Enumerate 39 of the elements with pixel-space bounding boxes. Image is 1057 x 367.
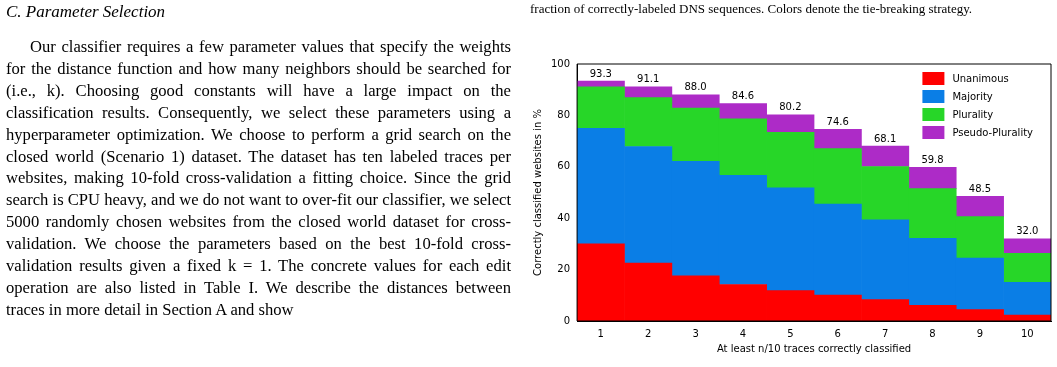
total-label: 59.8 [921,153,944,165]
bar [955,196,1004,217]
total-label: 91.1 [637,73,660,85]
y-tick-label: 0 [563,314,571,326]
total-label: 32.0 [1016,225,1039,237]
x-tick-label: 9 [976,327,984,339]
text: fraction of correctly-labeled DNS sequences. Colors denote the tie-breaking strategy. [530,0,974,17]
legend-label: Pseudo-Plurality [952,126,1034,138]
bar [577,80,625,88]
x-tick-label: 7 [881,327,889,339]
y-tick-label: 60 [557,160,571,172]
total-label: 88.0 [684,81,707,93]
total-label: 93.3 [589,67,612,79]
x-tick-label: 6 [834,327,841,339]
text: Our classifier requires a few parameter values that specify the weights for the distance function and how many neighbors should be searched for (i.e., k). Choosing good constants will have a large impact on the classification results. Consequently, we select these parameters using a hyperparameter optimization. We choose to perform a grid search on the closed world (Scenario 1) dataset. The dataset has ten labeled traces per websites, making 10-fold cross-validation a fitting choice. Since the grid search is CPU heavy, and we do not want to over-fit our classifier, we select 5000 randomly chosen websites from the closed world dataset for cross-validation. We choose the parameters based on the best 10-fold cross-validation results given a fixed k = 1. The concrete values for each edit operation are also listed in Table I. We describe the distances between traces in more detail in Section A and show [6,37,511,319]
bar [1003,238,1051,254]
x-tick-label: 10 [1020,327,1034,339]
y-tick-label: 20 [557,263,571,275]
x-tick-label: 3 [692,327,699,339]
y-tick-label: 40 [557,211,571,223]
text: C. Parameter Selection [6,2,166,22]
legend-label: Majority [952,90,993,102]
x-tick-label: 1 [597,327,604,339]
legend-label: Plurality [952,108,994,120]
total-label: 80.2 [779,101,802,113]
total-label: 84.6 [731,90,755,102]
total-label: 48.5 [968,182,992,194]
total-label: 74.6 [826,115,849,127]
y-tick-label: 80 [557,108,571,120]
x-tick-label: 8 [929,327,936,339]
x-tick-label: 4 [739,327,747,339]
bar [908,166,957,189]
x-tick-label: 2 [644,327,652,339]
x-tick-label: 5 [787,327,794,339]
x-axis-title: At least n/10 traces correctly classified [716,342,912,354]
y-axis-title: Correctly classified websites in % [531,109,543,276]
total-label: 68.1 [874,132,897,144]
y-tick-label: 100 [550,57,571,69]
legend-label: Unanimous [952,72,1009,84]
